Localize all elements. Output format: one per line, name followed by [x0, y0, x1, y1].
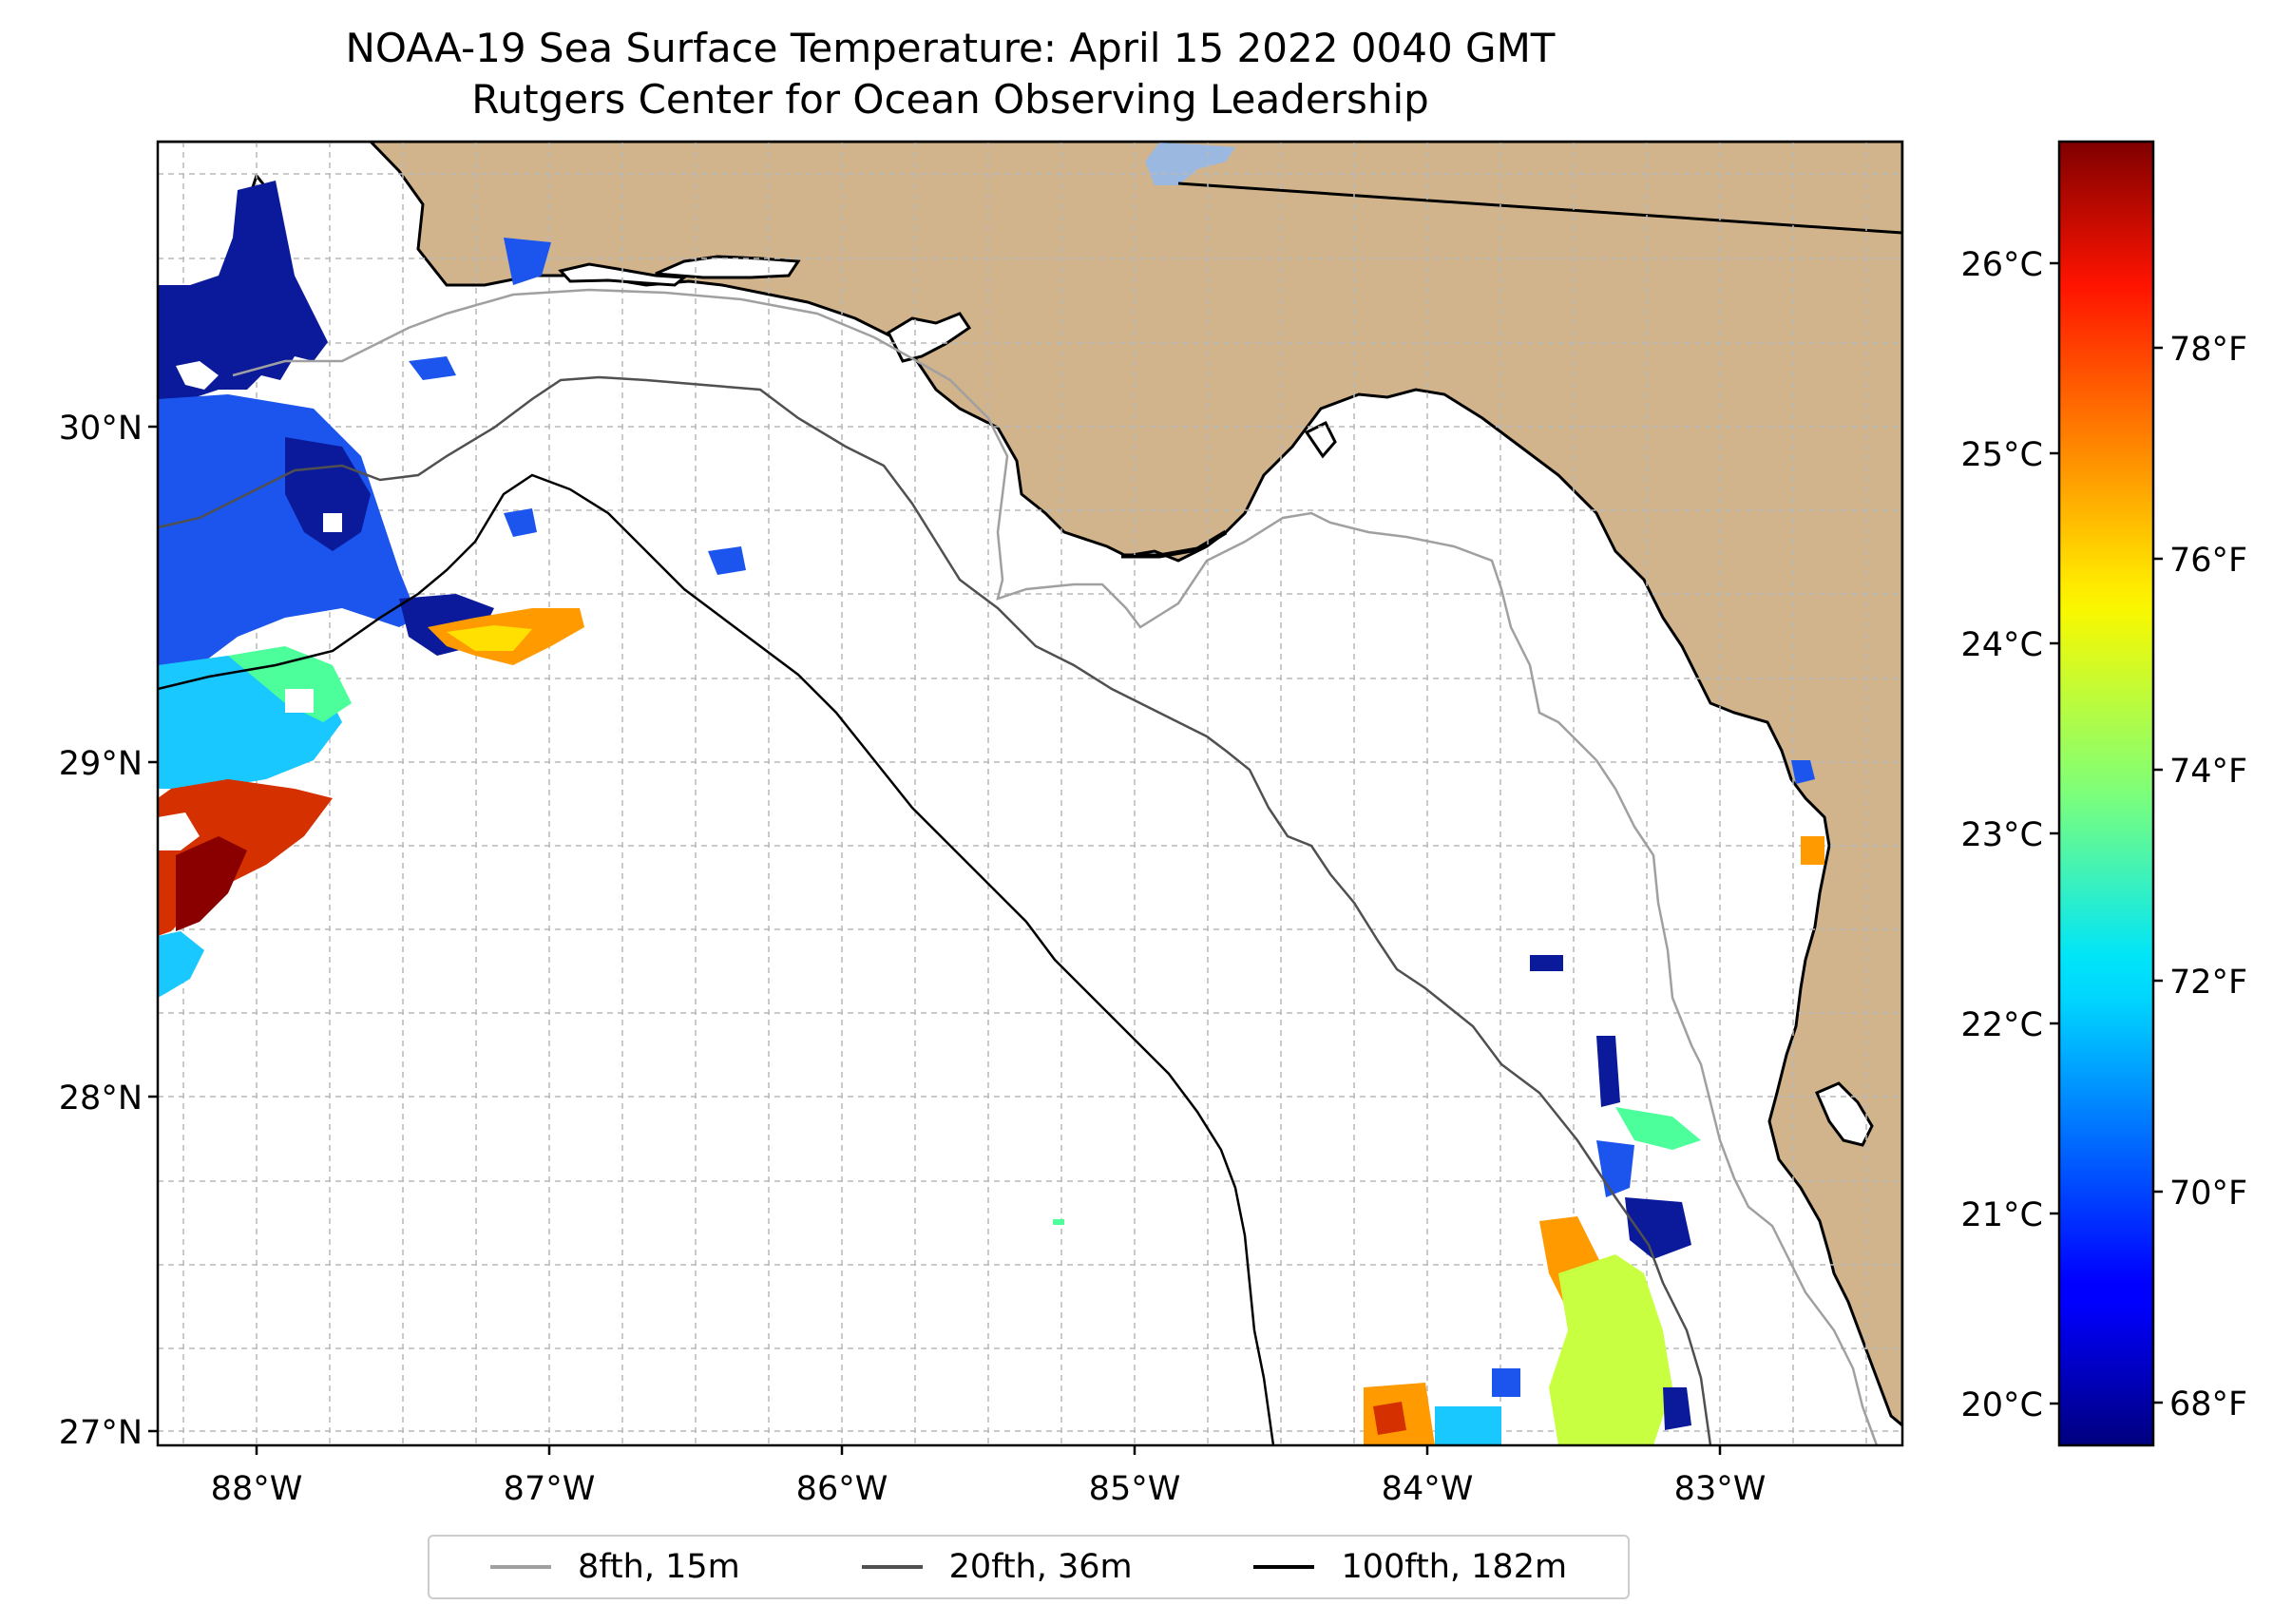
cbar-fahrenheit-70: 70°F: [2169, 1175, 2247, 1213]
legend-line-8fth: [489, 1565, 551, 1569]
map-frame: [156, 140, 1904, 1447]
cbar-celsius-21: 21°C: [1961, 1196, 2043, 1234]
lon-label-84: 84°W: [1382, 1470, 1474, 1508]
cbar-fahrenheit-68: 68°F: [2169, 1385, 2247, 1423]
legend-label-20fth: 20fth, 36m: [948, 1548, 1133, 1586]
lon-label-83: 83°W: [1674, 1470, 1767, 1508]
isobath-lines: [158, 288, 1879, 1445]
map-subtitle: Rutgers Center for Ocean Observing Leade…: [471, 76, 1429, 123]
isobath-100fth: [158, 473, 1275, 1445]
lon-label-88: 88°W: [211, 1470, 303, 1508]
cbar-celsius-22: 22°C: [1961, 1006, 2043, 1044]
cbar-fahrenheit-78: 78°F: [2169, 331, 2247, 369]
cbar-celsius-25: 25°C: [1961, 436, 2043, 474]
legend-item-8fth: 8fth, 15m: [489, 1548, 740, 1586]
lon-label-86: 86°W: [796, 1470, 888, 1508]
cbar-celsius-20: 20°C: [1961, 1386, 2043, 1424]
legend-label-8fth: 8fth, 15m: [577, 1548, 740, 1586]
lon-label-87: 87°W: [504, 1470, 596, 1508]
map-panel: [158, 142, 1902, 1445]
lat-label-29: 29°N: [59, 745, 143, 783]
cbar-celsius-23: 23°C: [1961, 816, 2043, 854]
legend-item-20fth: 20fth, 36m: [861, 1548, 1133, 1586]
isobath-8fth: [232, 288, 1879, 1445]
legend-line-20fth: [861, 1565, 923, 1569]
lat-label-30: 30°N: [59, 410, 143, 448]
cbar-celsius-24: 24°C: [1961, 626, 2043, 664]
isobath-20fth: [158, 375, 1712, 1445]
lon-label-85: 85°W: [1089, 1470, 1181, 1508]
cbar-fahrenheit-74: 74°F: [2169, 753, 2247, 791]
cbar-fahrenheit-76: 76°F: [2169, 542, 2247, 580]
lat-label-28: 28°N: [59, 1079, 143, 1118]
sst-data: [158, 181, 1824, 1445]
cbar-celsius-26: 26°C: [1961, 246, 2043, 284]
legend-label-100fth: 100fth, 182m: [1341, 1548, 1568, 1586]
lat-label-27: 27°N: [59, 1414, 143, 1452]
cbar-fahrenheit-72: 72°F: [2169, 964, 2247, 1002]
map-title: NOAA-19 Sea Surface Temperature: April 1…: [345, 25, 1556, 71]
legend-line-100fth: [1253, 1565, 1315, 1569]
legend-item-100fth: 100fth, 182m: [1253, 1548, 1567, 1586]
land-area: [158, 142, 1902, 1427]
isobath-legend: 8fth, 15m 20fth, 36m 100fth, 182m: [428, 1535, 1630, 1599]
colorbar: [2057, 140, 2155, 1447]
